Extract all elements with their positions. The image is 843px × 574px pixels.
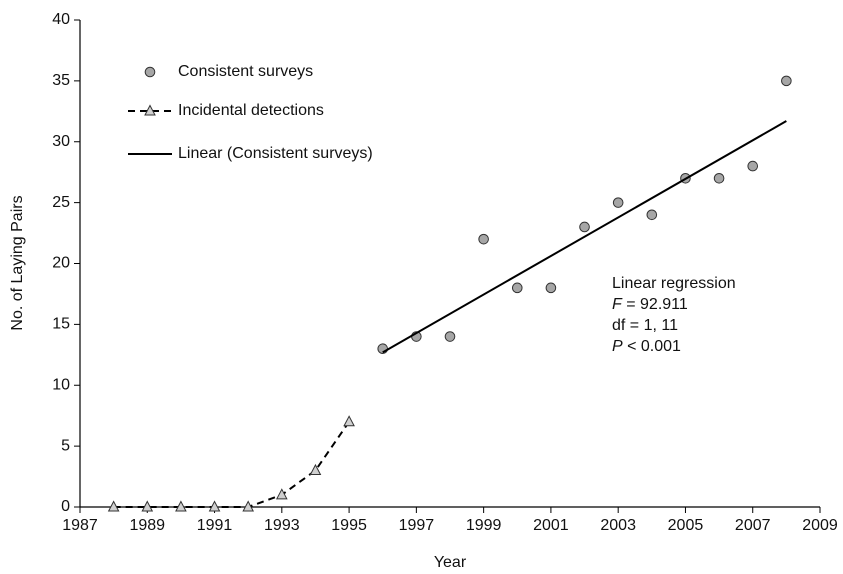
data-point [781, 75, 792, 87]
annotation: Linear regression [612, 275, 736, 292]
data-point [545, 282, 557, 294]
x-tick-label: 1997 [399, 517, 435, 534]
data-point [107, 500, 120, 512]
x-tick-label: 1999 [466, 517, 502, 534]
legend-label: Consistent surveys [178, 63, 313, 80]
annotation: P < 0.001 [612, 338, 681, 355]
data-point [511, 282, 523, 294]
annotation-text: df = 1, 11 [612, 317, 678, 334]
x-tick-label: 1995 [331, 517, 367, 534]
data-point [478, 233, 489, 245]
legend-label: Linear (Consistent surveys) [178, 145, 373, 162]
y-tick-label: 10 [52, 376, 70, 393]
legend-item: Consistent surveys [178, 63, 313, 80]
data-point [646, 209, 658, 221]
y-tick-label: 30 [52, 133, 70, 150]
x-tick-label: 2005 [668, 517, 704, 534]
x-tick-label: 2007 [735, 517, 771, 534]
data-point [275, 488, 288, 500]
x-tick-label: 2009 [802, 517, 838, 534]
annotation-symbol: P [612, 338, 623, 355]
x-tick-label: 1989 [129, 517, 165, 534]
x-tick-label: 1987 [62, 517, 98, 534]
annotation: df = 1, 11 [612, 317, 678, 334]
annotation-text: = 92.911 [622, 296, 688, 313]
data-point [175, 500, 187, 512]
data-point [579, 221, 590, 233]
legend-item: Incidental detections [128, 102, 324, 119]
x-tick-label: 2003 [600, 517, 636, 534]
x-tick-label: 1993 [264, 517, 300, 534]
y-tick-label: 35 [52, 72, 70, 89]
data-point [141, 500, 154, 512]
annotation-symbol: F [612, 296, 623, 313]
data-point [208, 500, 221, 512]
legend-label: Incidental detections [178, 102, 324, 119]
trend-line [382, 120, 787, 354]
data-point [242, 500, 255, 512]
y-axis-label: No. of Laying Pairs [9, 195, 26, 330]
legend-marker [144, 66, 156, 78]
annotation-text: Linear regression [612, 275, 736, 292]
data-point [309, 463, 322, 475]
y-tick-label: 20 [52, 255, 70, 272]
x-tick-label: 1991 [197, 517, 233, 534]
data-point [343, 415, 355, 427]
data-point [444, 331, 456, 342]
y-tick-label: 40 [52, 11, 70, 28]
x-tick-label: 2001 [533, 517, 569, 534]
annotation: F = 92.911 [612, 296, 688, 313]
series-line [113, 421, 350, 508]
data-point [612, 197, 624, 208]
data-point [713, 172, 725, 184]
legend-marker [144, 104, 156, 116]
x-axis-label: Year [434, 554, 467, 571]
y-tick-label: 5 [61, 437, 70, 454]
y-tick-label: 15 [52, 316, 70, 333]
data-point [747, 160, 759, 172]
annotation-text: < 0.001 [623, 338, 681, 355]
legend-item: Linear (Consistent surveys) [128, 145, 373, 162]
y-tick-label: 25 [52, 194, 70, 211]
y-tick-label: 0 [61, 498, 70, 515]
